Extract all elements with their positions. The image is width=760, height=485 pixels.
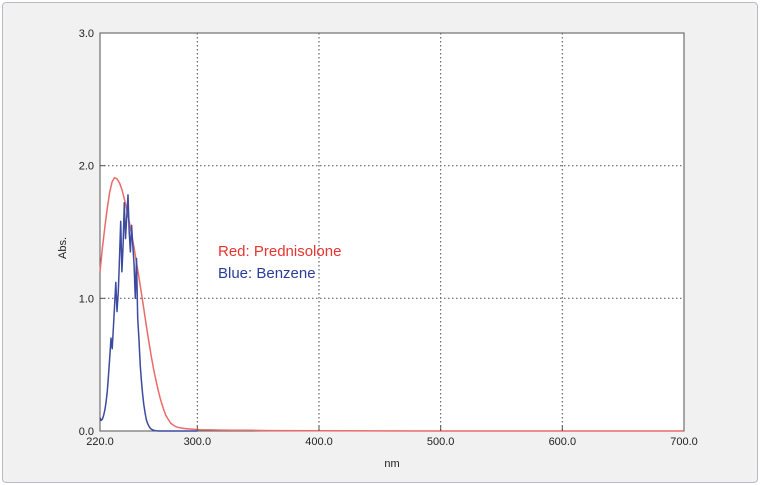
x-tick-label: 400.0: [305, 436, 333, 448]
x-tick-label: 220.0: [86, 436, 114, 448]
series-layer: [99, 176, 684, 432]
x-tick-label: 600.0: [549, 436, 577, 448]
annotation-benzene: Blue: Benzene: [218, 265, 316, 282]
x-tick-label: 700.0: [670, 436, 698, 448]
y-tick-label: 1.0: [79, 293, 94, 305]
y-tick-label: 2.0: [79, 161, 94, 173]
annotation-prednisolone: Red: Prednisolone: [218, 243, 341, 260]
series-line-prednisolone: [99, 176, 684, 432]
x-tick-label: 300.0: [184, 436, 212, 448]
gridlines: [100, 33, 684, 431]
plot-background: [99, 32, 685, 432]
x-axis-label: nm: [384, 458, 399, 470]
x-tick-label: 500.0: [427, 436, 455, 448]
y-tick-label: 0.0: [79, 426, 94, 438]
series-line-benzene: [99, 194, 198, 432]
y-axis-label: Abs.: [57, 237, 69, 259]
tick-labels: 220.0 300.0 400.0 500.0 600.0 700.0 0.0 1.0 2.0 3…: [79, 28, 698, 448]
y-tick-label: 3.0: [79, 28, 94, 40]
